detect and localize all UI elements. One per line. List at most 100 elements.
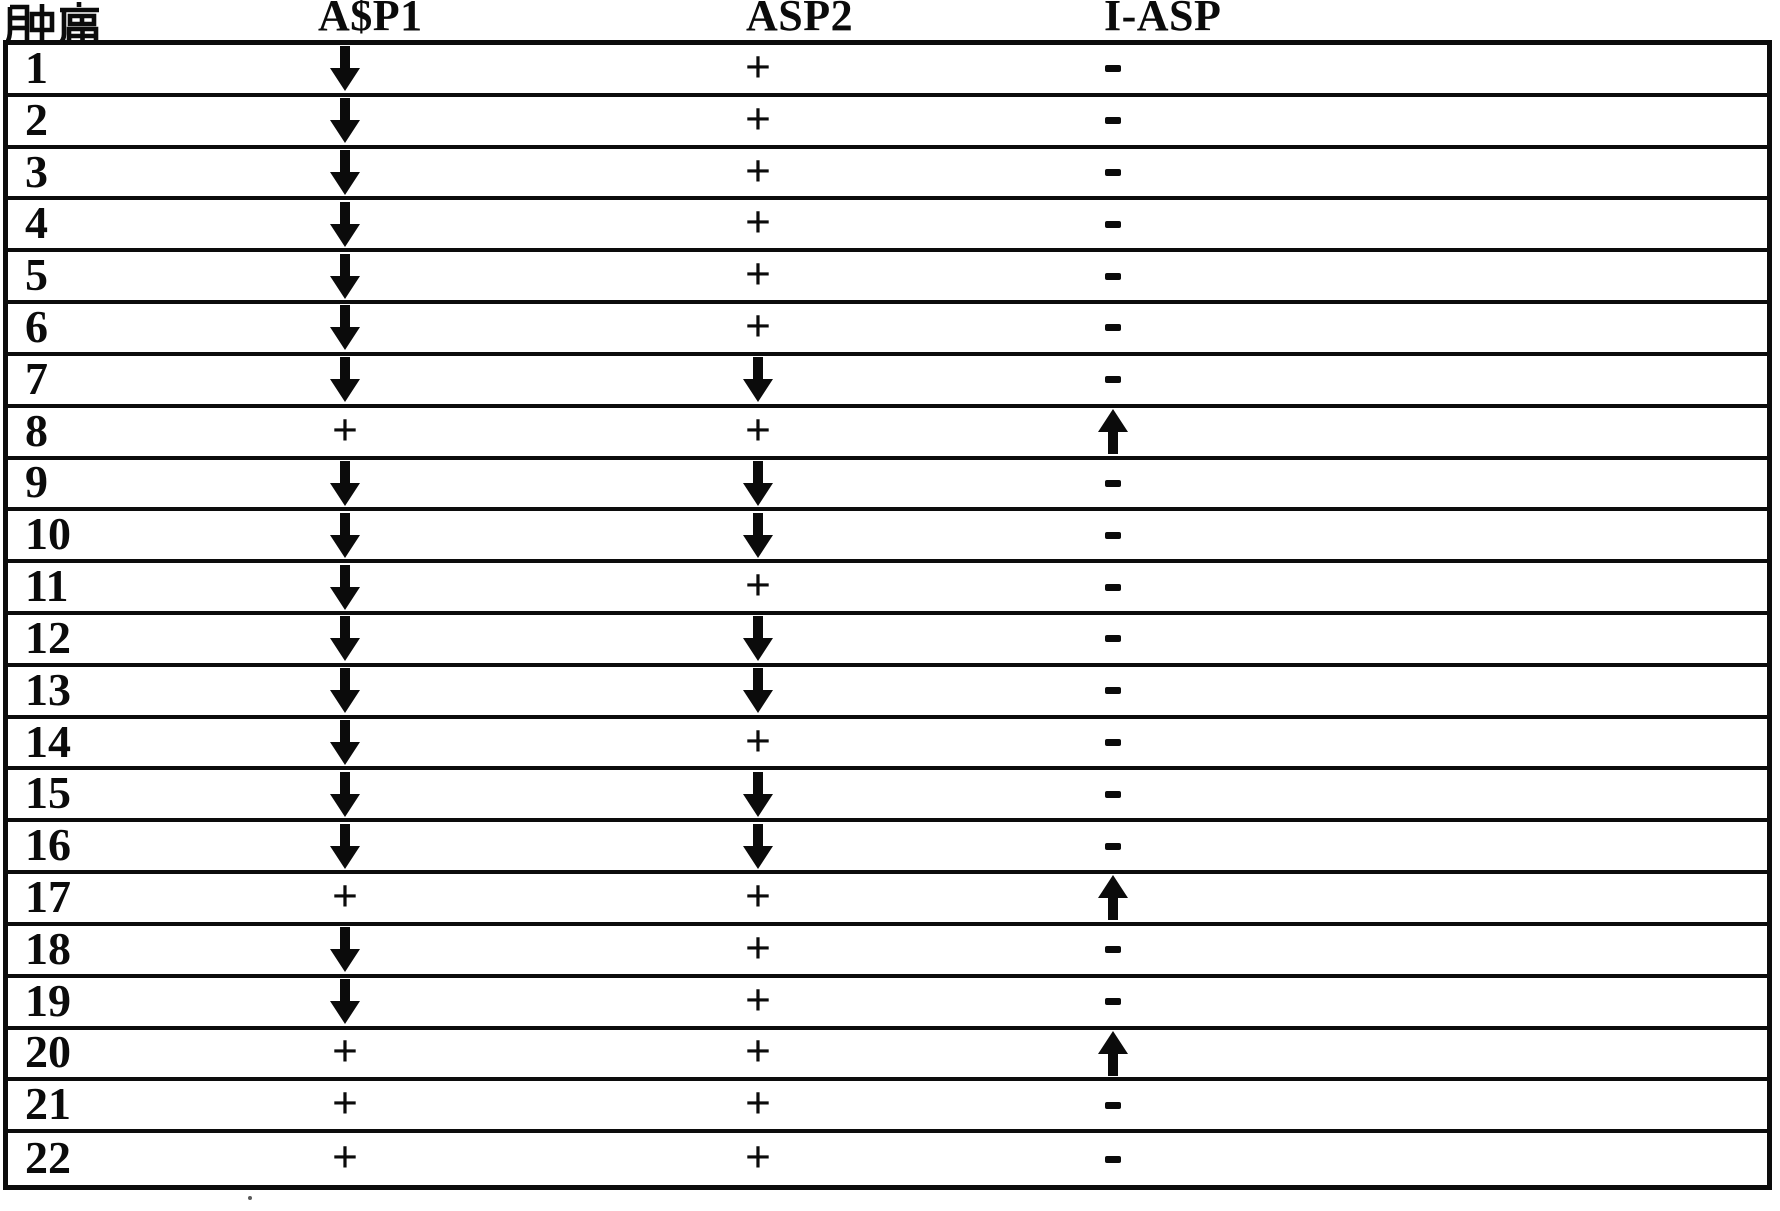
iasp-cell (1013, 874, 1213, 922)
minus-symbol (1105, 65, 1121, 73)
tumor-number: 17 (25, 871, 71, 923)
iasp-cell (1013, 408, 1213, 456)
table-row: 9 (8, 459, 1767, 512)
minus-symbol (1105, 1101, 1121, 1109)
plus-symbol: + (744, 921, 772, 973)
asp1-cell (245, 356, 445, 404)
down-arrow-icon (743, 823, 773, 869)
minus-symbol (1105, 479, 1121, 487)
table-row: 17 + + (8, 869, 1767, 926)
down-arrow-icon (330, 720, 360, 766)
iasp-cell (1013, 511, 1213, 559)
down-arrow-icon (330, 512, 360, 558)
iasp-cell (1013, 200, 1213, 248)
iasp-cell (1013, 356, 1213, 404)
plus-symbol: + (744, 559, 772, 611)
tumor-number: 21 (25, 1078, 71, 1130)
down-arrow-icon (330, 150, 360, 196)
asp1-cell (245, 252, 445, 300)
down-arrow-icon (330, 564, 360, 610)
minus-symbol (1105, 220, 1121, 228)
tumor-number: 18 (25, 922, 71, 974)
table-row: 22 + + (8, 1133, 1767, 1185)
tumor-number: 5 (25, 249, 48, 301)
asp2-cell: + (658, 1080, 858, 1129)
down-arrow-icon (330, 201, 360, 247)
asp1-cell (245, 770, 445, 818)
tumor-number: 6 (25, 301, 48, 353)
tumor-number: 15 (25, 767, 71, 819)
table-row: 6 + (8, 301, 1767, 356)
table-row: 15 (8, 767, 1767, 823)
asp2-cell: + (658, 714, 858, 767)
asp1-cell (245, 667, 445, 715)
table-row: 18 + (8, 921, 1767, 978)
iasp-cell (1013, 719, 1213, 767)
table-row: 20 + + (8, 1025, 1767, 1082)
down-arrow-icon (330, 305, 360, 351)
minus-symbol (1105, 531, 1121, 539)
down-arrow-icon (330, 253, 360, 299)
plus-symbol: + (744, 40, 772, 92)
table-row: 14 + (8, 714, 1767, 771)
asp2-cell: + (658, 406, 858, 456)
plus-symbol: + (744, 1025, 772, 1077)
iasp-cell (1013, 563, 1213, 611)
table-row: 3 + (8, 145, 1767, 201)
table-row: 8 + + (8, 403, 1767, 460)
asp1-cell (245, 822, 445, 870)
minus-symbol (1105, 169, 1121, 177)
tumor-number: 7 (25, 352, 48, 404)
asp2-cell: + (658, 95, 858, 145)
asp2-cell: + (658, 199, 858, 248)
down-arrow-icon (743, 616, 773, 662)
down-arrow-icon (330, 98, 360, 144)
minus-symbol (1105, 842, 1121, 850)
asp2-cell (658, 356, 858, 404)
asp2-cell (658, 511, 858, 559)
plus-symbol: + (744, 973, 772, 1025)
minus-symbol (1105, 739, 1121, 747)
asp2-cell (658, 615, 858, 663)
plus-symbol: + (331, 403, 359, 455)
asp1-cell (245, 149, 445, 197)
tumor-number: 1 (25, 41, 48, 93)
plus-symbol: + (744, 714, 772, 766)
minus-symbol (1105, 998, 1121, 1006)
asp1-column-header: A$P1 (318, 0, 423, 40)
asp2-cell: + (658, 251, 858, 300)
tumor-number: 22 (25, 1132, 71, 1184)
iasp-cell (1013, 770, 1213, 818)
tumor-number: 16 (25, 819, 71, 871)
iasp-cell (1013, 667, 1213, 715)
minus-symbol (1105, 946, 1121, 954)
tumor-header-cjk-label (6, 2, 99, 45)
down-arrow-icon (330, 46, 360, 92)
plus-symbol: + (331, 1077, 359, 1129)
asp2-column-header: ASP2 (746, 0, 854, 40)
asp1-cell: + (245, 403, 445, 456)
scan-speck (248, 1196, 252, 1200)
asp1-cell (245, 719, 445, 767)
down-arrow-icon (330, 771, 360, 817)
asp1-cell (245, 563, 445, 611)
down-arrow-icon (743, 460, 773, 506)
tumor-number: 11 (25, 560, 69, 612)
up-arrow-icon (1098, 875, 1128, 921)
asp2-cell: + (658, 40, 858, 93)
table-row: 1 + (8, 40, 1767, 97)
down-arrow-icon (743, 357, 773, 403)
plus-symbol: + (744, 869, 772, 921)
down-arrow-icon (330, 979, 360, 1025)
plus-symbol: + (331, 1131, 359, 1183)
tumor-number: 3 (25, 145, 48, 197)
down-arrow-icon (330, 823, 360, 869)
plus-symbol: + (331, 869, 359, 921)
table-row: 21 + + (8, 1077, 1767, 1134)
table-column-headers: A$P1 ASP2 I-ASP (0, 0, 1780, 45)
asp2-cell: + (658, 559, 858, 611)
iasp-cell (1013, 304, 1213, 352)
asp1-cell (245, 304, 445, 352)
tumor-number: 19 (25, 974, 71, 1026)
